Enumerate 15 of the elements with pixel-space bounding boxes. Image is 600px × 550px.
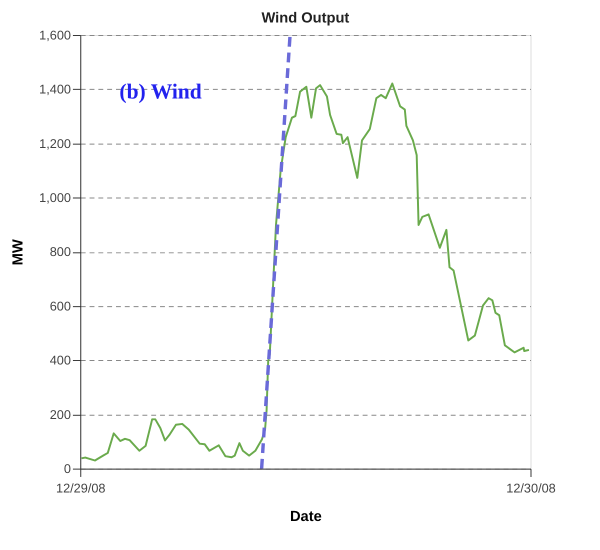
y-tick-label: 1,600 xyxy=(39,27,71,42)
x-tick-label: 12/29/08 xyxy=(56,480,106,496)
y-tick-label: 0 xyxy=(64,461,71,476)
y-tick-label: 600 xyxy=(50,298,71,314)
y-tick-label: 800 xyxy=(50,244,71,260)
y-tick-label: 1,400 xyxy=(39,82,71,97)
y-tick-label: 400 xyxy=(50,352,71,368)
y-tick-label: 200 xyxy=(50,406,71,422)
annotation: (b) Wind xyxy=(119,80,202,104)
y-tick-label: 1,000 xyxy=(39,190,71,206)
y-axis-title: MW xyxy=(10,239,26,266)
y-tick-label: 1,200 xyxy=(39,136,71,151)
chart-title: Wind Output xyxy=(261,10,350,26)
x-tick-label: 12/30/08 xyxy=(506,480,556,496)
x-axis-title: Date xyxy=(290,508,322,525)
